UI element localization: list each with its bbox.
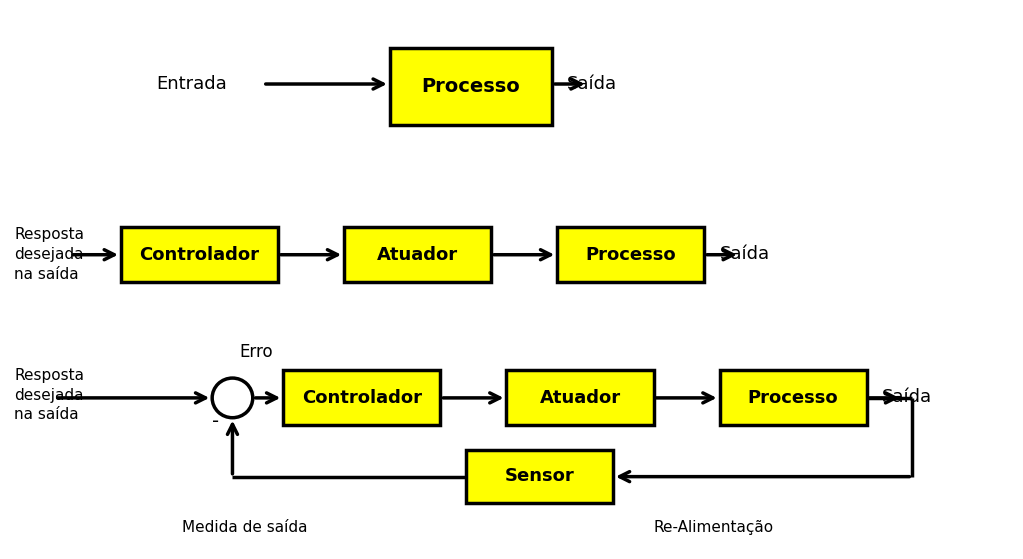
Text: Atuador: Atuador: [539, 389, 621, 407]
FancyBboxPatch shape: [558, 227, 704, 282]
Text: Erro: Erro: [239, 343, 273, 361]
Text: Medida de saída: Medida de saída: [182, 520, 307, 535]
FancyBboxPatch shape: [344, 227, 491, 282]
Text: Atuador: Atuador: [377, 246, 458, 264]
Text: Controlador: Controlador: [139, 246, 260, 264]
Text: Entrada: Entrada: [157, 75, 227, 93]
FancyBboxPatch shape: [719, 371, 866, 425]
Text: Processo: Processo: [421, 77, 521, 96]
FancyBboxPatch shape: [465, 450, 613, 503]
Text: Resposta
desejada
na saída: Resposta desejada na saída: [14, 368, 84, 423]
Text: Controlador: Controlador: [302, 389, 421, 407]
FancyBboxPatch shape: [390, 48, 552, 125]
Text: Resposta
desejada
na saída: Resposta desejada na saída: [14, 228, 84, 282]
Text: Saída: Saída: [568, 75, 618, 93]
Text: Processo: Processo: [748, 389, 839, 407]
FancyBboxPatch shape: [283, 371, 441, 425]
FancyBboxPatch shape: [121, 227, 278, 282]
Text: Saída: Saída: [882, 388, 932, 406]
Text: Saída: Saída: [719, 245, 769, 263]
Text: Sensor: Sensor: [504, 467, 574, 485]
FancyBboxPatch shape: [506, 371, 654, 425]
Text: -: -: [212, 411, 219, 430]
Text: Re-Alimentação: Re-Alimentação: [654, 520, 773, 535]
Text: Processo: Processo: [585, 246, 676, 264]
